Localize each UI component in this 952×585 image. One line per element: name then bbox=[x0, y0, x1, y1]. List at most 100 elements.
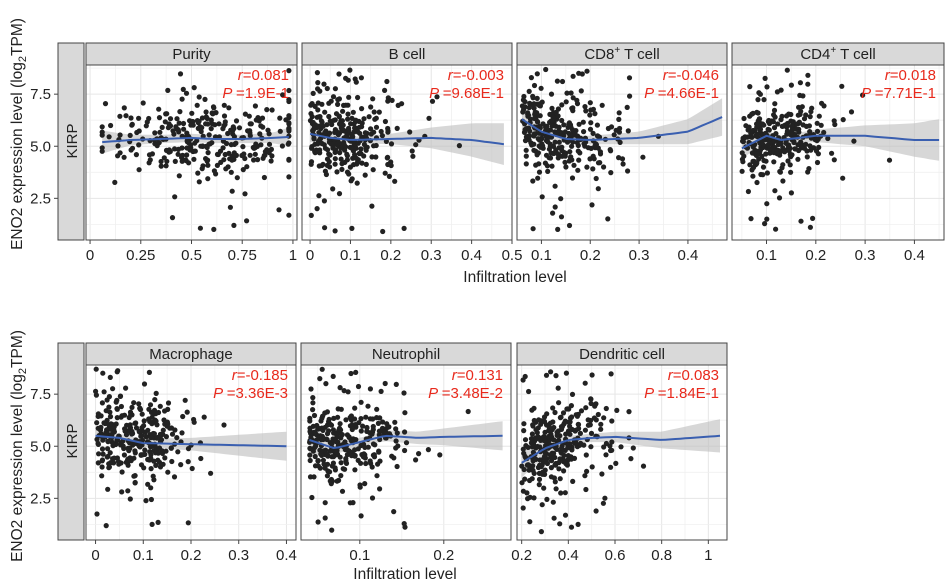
scatter-point bbox=[583, 452, 589, 458]
scatter-point bbox=[161, 155, 167, 161]
confidence-band bbox=[521, 419, 720, 478]
scatter-point bbox=[121, 154, 127, 160]
scatter-point bbox=[189, 465, 195, 472]
scatter-point bbox=[180, 152, 186, 158]
scatter-point bbox=[98, 424, 104, 430]
scatter-point bbox=[588, 107, 594, 113]
gridlines bbox=[732, 65, 944, 240]
scatter-point bbox=[277, 128, 283, 134]
scatter-point bbox=[149, 414, 155, 420]
scatter-point bbox=[538, 144, 544, 150]
scatter-point bbox=[601, 444, 607, 450]
scatter-point bbox=[99, 473, 105, 479]
scatter-point bbox=[337, 454, 343, 460]
scatter-point bbox=[196, 179, 202, 185]
scatter-point bbox=[315, 80, 321, 86]
scatter-point bbox=[158, 437, 165, 443]
scatter-point bbox=[840, 117, 846, 123]
scatter-point bbox=[385, 154, 391, 160]
scatter-point bbox=[575, 167, 581, 173]
scatter-point bbox=[784, 123, 791, 129]
scatter-point bbox=[531, 405, 537, 411]
scatter-point bbox=[277, 115, 283, 121]
scatter-point bbox=[377, 458, 383, 464]
scatter-point bbox=[386, 173, 392, 179]
scatter-point bbox=[376, 448, 382, 454]
scatter-point bbox=[358, 416, 364, 422]
scatter-point bbox=[162, 119, 168, 125]
scatter-point bbox=[804, 154, 810, 160]
scatter-point bbox=[761, 122, 767, 128]
scatter-point bbox=[321, 81, 327, 87]
scatter-point bbox=[561, 122, 567, 128]
scatter-point bbox=[141, 381, 148, 387]
scatter-point bbox=[573, 440, 579, 447]
scatter-point bbox=[156, 115, 163, 121]
scatter-point bbox=[155, 519, 161, 526]
scatter-point bbox=[337, 150, 343, 156]
scatter-point bbox=[359, 106, 365, 112]
scatter-point bbox=[805, 81, 811, 87]
scatter-point bbox=[538, 85, 544, 91]
scatter-point bbox=[276, 207, 282, 213]
scatter-point bbox=[343, 460, 350, 466]
scatter-point bbox=[100, 451, 106, 457]
scatter-point bbox=[106, 134, 112, 140]
scatter-point bbox=[108, 460, 114, 466]
scatter-point bbox=[640, 463, 647, 469]
scatter-point bbox=[163, 163, 169, 169]
scatter-point bbox=[117, 393, 123, 399]
scatter-point bbox=[613, 460, 619, 466]
scatter-point bbox=[212, 122, 218, 128]
scatter-point bbox=[598, 426, 604, 432]
scatter-point bbox=[322, 145, 328, 151]
scatter-point bbox=[310, 407, 316, 413]
scatter-point bbox=[608, 170, 614, 176]
scatter-point bbox=[563, 431, 569, 437]
scatter-point bbox=[395, 443, 401, 449]
x-tick-label: 0.1 bbox=[349, 547, 370, 564]
scatter-point bbox=[798, 218, 804, 224]
r-value-text: =-0.185 bbox=[237, 367, 288, 384]
scatter-point bbox=[316, 114, 322, 120]
scatter-point bbox=[594, 122, 601, 128]
x-tick-label: 0.3 bbox=[629, 247, 650, 264]
scatter-point bbox=[324, 409, 330, 415]
scatter-point bbox=[345, 116, 351, 122]
scatter-point bbox=[127, 132, 133, 138]
scatter-point bbox=[355, 383, 362, 390]
y-tick-label: 7.5 bbox=[30, 386, 51, 403]
scatter-point bbox=[234, 175, 240, 181]
scatter-point bbox=[339, 161, 345, 167]
scatter-point bbox=[348, 370, 354, 377]
scatter-point bbox=[316, 193, 322, 199]
scatter-point bbox=[364, 428, 370, 434]
panel-title-text: Neutrophil bbox=[372, 346, 440, 363]
scatter-point bbox=[352, 405, 358, 411]
scatter-point bbox=[229, 157, 235, 163]
scatter-point bbox=[384, 421, 390, 427]
scatter-point bbox=[579, 71, 585, 77]
scatter-point bbox=[772, 188, 778, 194]
scatter-point bbox=[160, 427, 166, 433]
scatter-point bbox=[394, 430, 400, 436]
scatter-point bbox=[614, 407, 620, 413]
scatter-point bbox=[542, 467, 548, 473]
y-tick-label: 5.0 bbox=[30, 438, 51, 455]
scatter-point bbox=[788, 118, 794, 124]
scatter-point bbox=[522, 453, 528, 459]
scatter-point bbox=[521, 428, 527, 434]
scatter-point bbox=[537, 444, 543, 450]
scatter-point bbox=[366, 114, 372, 120]
scatter-point bbox=[351, 129, 357, 135]
scatter-point bbox=[580, 119, 586, 125]
scatter-point bbox=[582, 143, 588, 149]
scatter-point bbox=[100, 370, 106, 376]
scatter-point bbox=[569, 143, 575, 149]
scatter-point bbox=[755, 151, 761, 157]
panel-title: Dendritic cell bbox=[579, 346, 665, 363]
x-tick-label: 1 bbox=[289, 247, 297, 264]
scatter-point bbox=[568, 403, 575, 409]
scatter-point bbox=[860, 92, 866, 98]
